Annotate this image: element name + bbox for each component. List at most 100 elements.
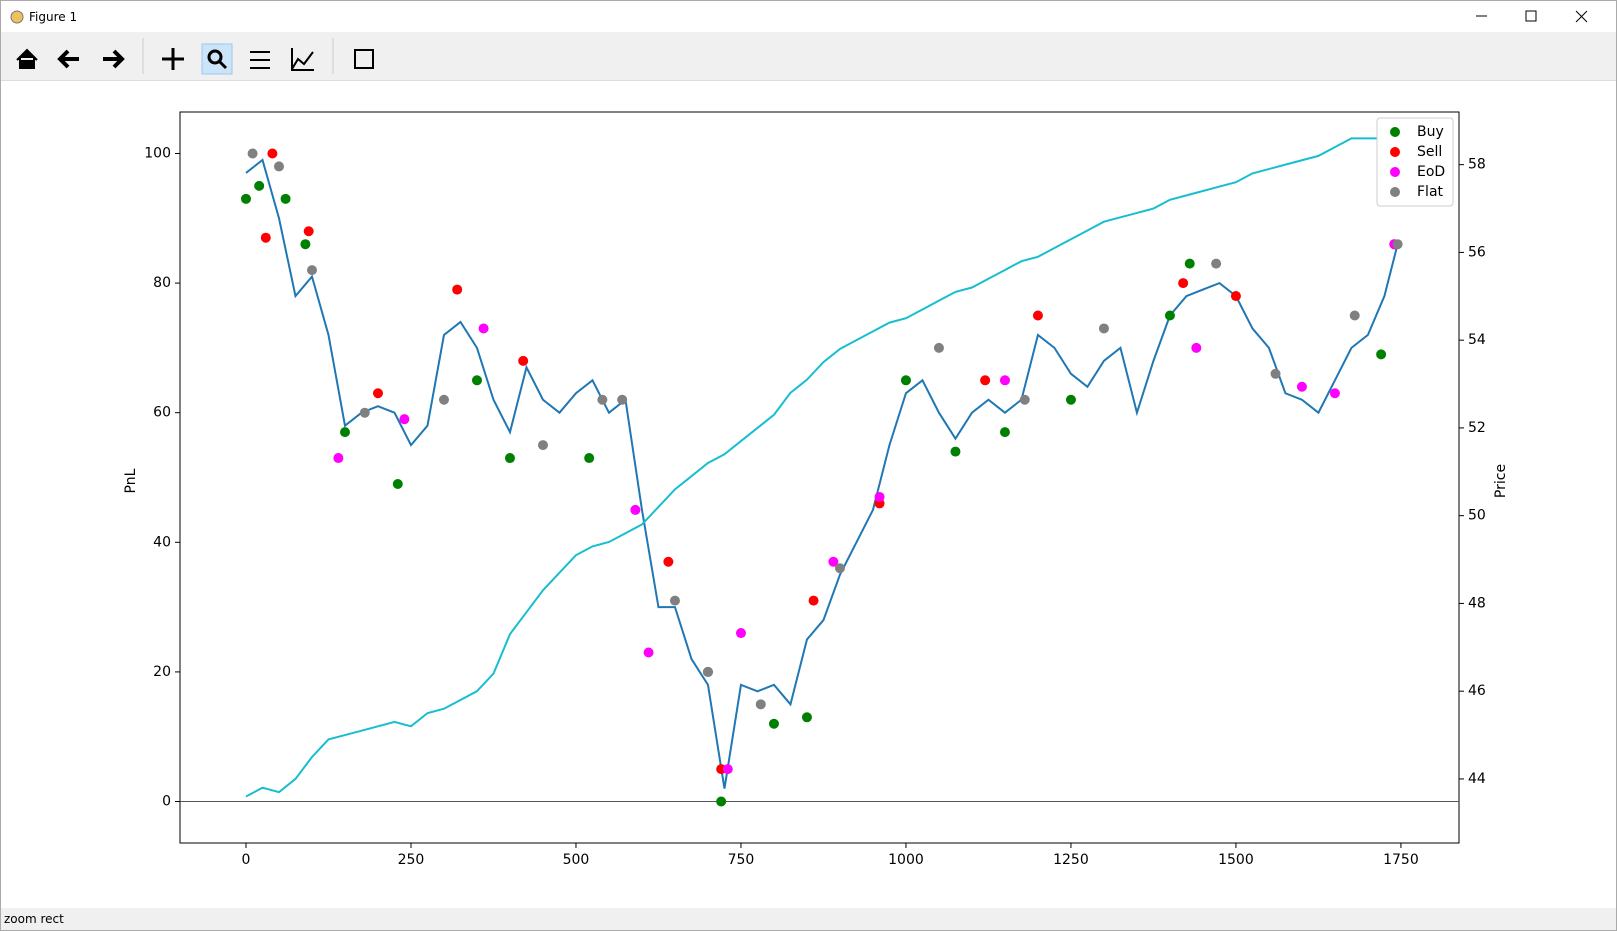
plot-area bbox=[179, 111, 1460, 844]
edit-button[interactable] bbox=[291, 48, 314, 71]
configure-button[interactable] bbox=[250, 51, 270, 69]
scatter-point bbox=[808, 595, 819, 606]
scatter-point bbox=[240, 193, 251, 204]
scatter-point bbox=[1098, 323, 1109, 334]
scatter-point bbox=[1329, 388, 1340, 399]
scatter-point bbox=[1211, 258, 1222, 269]
zoom-icon bbox=[217, 59, 228, 70]
scatter-point bbox=[372, 388, 383, 399]
y-tick-label: 100 bbox=[144, 145, 171, 161]
app-icon bbox=[10, 10, 24, 24]
scatter-point bbox=[828, 556, 839, 567]
scatter-point bbox=[392, 478, 403, 489]
x-tick-label: 1250 bbox=[1053, 852, 1089, 868]
x-tick-label: 0 bbox=[242, 852, 251, 868]
x-tick-label: 1500 bbox=[1218, 852, 1254, 868]
forward-button[interactable] bbox=[103, 49, 125, 69]
x-tick-label: 750 bbox=[728, 852, 755, 868]
scatter-point bbox=[643, 647, 654, 658]
scatter-point bbox=[1376, 349, 1387, 360]
home-button[interactable] bbox=[16, 48, 38, 69]
y2-tick-label: 46 bbox=[1468, 683, 1486, 699]
scatter-point bbox=[669, 595, 680, 606]
x-tick-label: 1000 bbox=[888, 852, 924, 868]
scatter-point bbox=[1230, 291, 1241, 302]
status-text: zoom rect bbox=[4, 912, 64, 926]
zoom-button[interactable] bbox=[201, 43, 233, 75]
scatter-point bbox=[1191, 342, 1202, 353]
scatter-point bbox=[722, 764, 733, 775]
legend-marker bbox=[1390, 187, 1400, 197]
scatter-point bbox=[303, 226, 314, 237]
scatter-point bbox=[280, 193, 291, 204]
scatter-point bbox=[801, 712, 812, 723]
legend bbox=[1376, 117, 1454, 207]
y2-tick-label: 56 bbox=[1468, 244, 1486, 260]
scatter-point bbox=[1270, 368, 1281, 379]
legend-marker bbox=[1390, 127, 1400, 137]
back-button[interactable] bbox=[57, 49, 79, 69]
y2-tick-label: 44 bbox=[1468, 771, 1486, 787]
toolbar bbox=[1, 32, 1616, 81]
close[interactable] bbox=[1575, 10, 1588, 23]
scatter-point bbox=[267, 148, 278, 159]
pan-button[interactable] bbox=[162, 48, 184, 70]
y-tick-label: 0 bbox=[162, 794, 171, 810]
title-bar: Figure 1 bbox=[1, 1, 1616, 32]
scatter-point bbox=[716, 796, 727, 807]
scatter-point bbox=[584, 453, 595, 464]
scatter-point bbox=[399, 414, 410, 425]
scatter-point bbox=[755, 699, 766, 710]
scatter-point bbox=[1296, 381, 1307, 392]
scatter-point bbox=[933, 342, 944, 353]
x-tick-label: 1750 bbox=[1383, 852, 1419, 868]
legend-marker bbox=[1390, 147, 1400, 157]
status-bar: zoom rect bbox=[1, 908, 1616, 930]
scatter-point bbox=[1032, 310, 1043, 321]
legend-label: Sell bbox=[1417, 144, 1442, 160]
y-tick-label: 40 bbox=[153, 534, 171, 550]
legend-marker bbox=[1390, 167, 1400, 177]
scatter-point bbox=[339, 427, 350, 438]
line bbox=[245, 137, 1385, 798]
scatter-point bbox=[504, 453, 515, 464]
scatter-point bbox=[1019, 394, 1030, 405]
scatter-point bbox=[834, 563, 845, 574]
legend-label: Flat bbox=[1417, 184, 1444, 200]
scatter-point bbox=[1065, 394, 1076, 405]
toolbar-icons bbox=[16, 38, 374, 75]
scatter-point bbox=[300, 239, 311, 250]
y-axis-label: PnL bbox=[123, 468, 139, 493]
y2-tick-label: 48 bbox=[1468, 595, 1486, 611]
y-tick-label: 80 bbox=[153, 275, 171, 291]
y2-tick-label: 50 bbox=[1468, 508, 1486, 524]
scatter-point bbox=[999, 375, 1010, 386]
scatter-point bbox=[247, 148, 258, 159]
scatter-point bbox=[537, 440, 548, 451]
scatter-point bbox=[597, 394, 608, 405]
x-tick-label: 250 bbox=[398, 852, 425, 868]
y2-tick-label: 54 bbox=[1468, 332, 1486, 348]
scatter-point bbox=[1392, 239, 1403, 250]
maximize[interactable] bbox=[1525, 10, 1537, 22]
zoom-icon bbox=[207, 49, 223, 65]
save-button[interactable] bbox=[354, 49, 374, 69]
window-title: Figure 1 bbox=[29, 9, 78, 24]
chart: PnL Price 0 250 500 750 1000 1250 1500 1750 0 20 4… bbox=[123, 111, 1509, 868]
line bbox=[245, 158, 1399, 789]
scatter-point bbox=[333, 453, 344, 464]
scatter-point bbox=[999, 427, 1010, 438]
y2-axis-label: Price bbox=[1493, 464, 1509, 498]
scatter-point bbox=[306, 265, 317, 276]
scatter-point bbox=[438, 394, 449, 405]
scatter-point bbox=[478, 323, 489, 334]
scatter-point bbox=[1164, 310, 1175, 321]
window-controls[interactable] bbox=[1466, 1, 1616, 32]
scatter-point bbox=[900, 375, 911, 386]
scatter-point bbox=[359, 407, 370, 418]
scatter-point bbox=[702, 666, 713, 677]
scatter-point bbox=[768, 718, 779, 729]
y-tick-label: 60 bbox=[153, 405, 171, 421]
scatter-point bbox=[950, 446, 961, 457]
